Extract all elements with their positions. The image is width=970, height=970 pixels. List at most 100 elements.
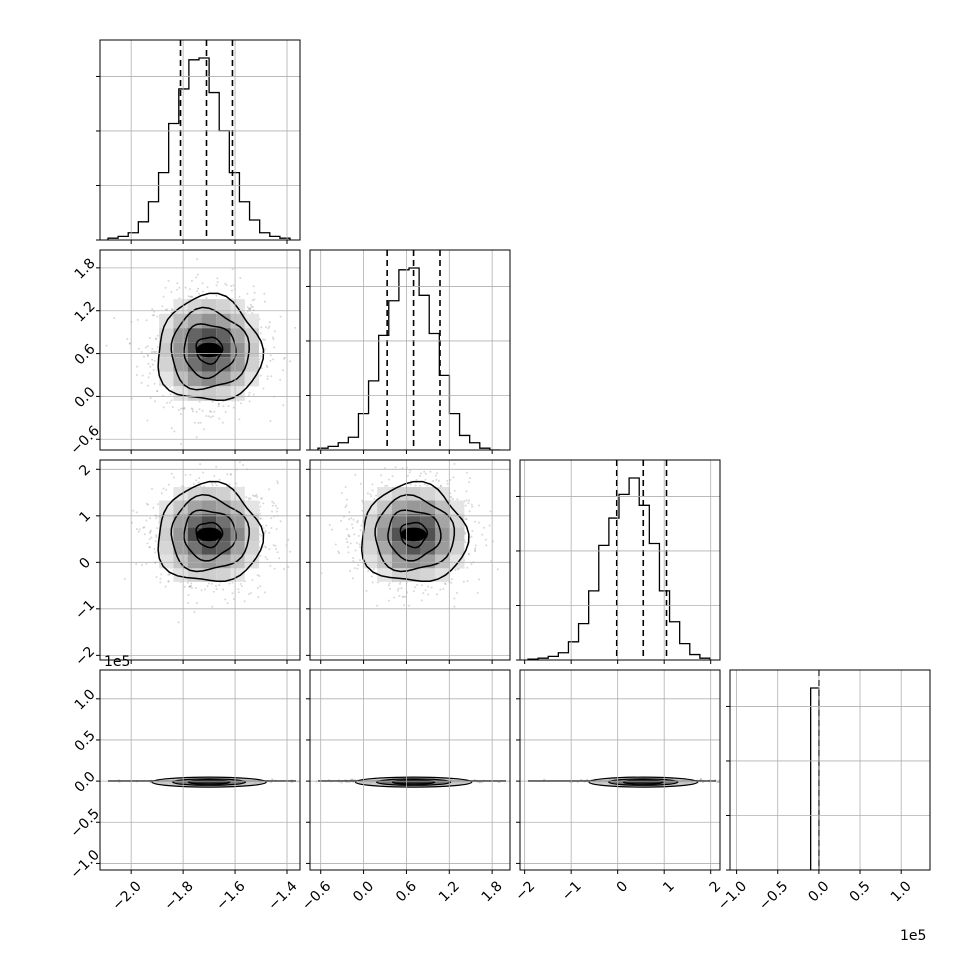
sample-point <box>442 588 445 590</box>
sample-point <box>349 570 351 572</box>
sample-point <box>470 535 473 538</box>
density-cell <box>244 527 260 542</box>
sample-point <box>143 533 146 536</box>
sample-point <box>408 471 411 474</box>
sample-point <box>155 350 158 353</box>
sample-point <box>287 538 290 541</box>
density-cell <box>159 527 174 542</box>
sample-point <box>144 346 147 349</box>
density-cell <box>449 527 465 542</box>
sample-point <box>359 529 362 532</box>
density-cell <box>216 386 231 401</box>
sample-point <box>371 483 374 486</box>
sample-point <box>351 527 354 529</box>
sample-point <box>275 528 278 531</box>
density-cell <box>362 541 378 555</box>
sample-point <box>360 524 363 527</box>
density-cell <box>201 299 217 314</box>
sample-point <box>253 298 256 301</box>
sample-point <box>439 588 442 591</box>
sample-point <box>269 564 272 567</box>
sample-point <box>167 580 170 583</box>
sample-point <box>209 416 212 419</box>
sample-point <box>135 563 138 566</box>
sample-point <box>272 544 275 547</box>
sample-point <box>485 544 488 547</box>
density-3-0 <box>108 776 299 788</box>
sample-point <box>138 528 141 531</box>
sample-point <box>156 315 159 318</box>
sample-point <box>248 391 251 394</box>
scatter-panel-3-1 <box>315 776 506 788</box>
sample-point <box>416 583 418 586</box>
sample-point <box>145 519 148 522</box>
sample-point <box>466 580 469 582</box>
density-2-1 <box>320 462 499 608</box>
density-cell <box>187 514 202 528</box>
sample-point <box>427 585 430 588</box>
density-cell <box>173 386 188 401</box>
sample-point <box>258 575 261 577</box>
sample-point <box>276 480 279 483</box>
sample-point <box>289 550 292 553</box>
sample-point <box>279 520 282 523</box>
sample-point <box>424 478 427 481</box>
sample-point <box>256 574 259 576</box>
sample-point <box>242 464 245 466</box>
sample-point <box>464 504 467 507</box>
sample-point <box>148 532 151 534</box>
sample-point <box>282 369 285 372</box>
density-cell <box>377 500 392 515</box>
sample-point <box>222 588 225 591</box>
sample-point <box>453 597 456 600</box>
histogram-panel-1 <box>317 250 500 450</box>
sample-point <box>238 461 241 464</box>
density-cell <box>201 554 217 569</box>
sample-point <box>189 585 192 588</box>
sample-point <box>276 551 279 554</box>
sample-point <box>387 478 390 481</box>
sample-point <box>164 585 167 588</box>
sample-point <box>468 510 471 513</box>
sample-point <box>282 404 285 407</box>
sample-point <box>356 521 359 524</box>
sample-point <box>160 573 163 576</box>
sample-point <box>170 399 173 402</box>
sample-point <box>294 326 297 329</box>
density-cell <box>420 500 436 515</box>
density-1-0 <box>105 258 297 446</box>
sample-point <box>147 384 150 387</box>
sample-point <box>400 587 403 590</box>
sample-point <box>376 604 379 607</box>
sample-point <box>193 421 196 424</box>
sample-point <box>230 284 233 287</box>
histogram-panel-0 <box>107 40 291 240</box>
sample-point <box>429 470 432 473</box>
sample-point <box>199 421 202 424</box>
sample-point <box>254 494 257 497</box>
sample-point <box>229 473 232 475</box>
density-cell <box>216 568 231 582</box>
sample-point <box>471 529 474 532</box>
density-cell <box>173 500 188 515</box>
density-cell <box>173 554 188 569</box>
sample-point <box>170 308 173 310</box>
sample-point <box>172 476 175 479</box>
sample-point <box>188 585 191 588</box>
sample-point <box>340 492 343 495</box>
sample-point <box>453 605 456 608</box>
sample-point <box>156 527 159 530</box>
sample-point <box>184 286 187 289</box>
sample-point <box>391 475 394 478</box>
sample-point <box>226 473 229 476</box>
sample-point <box>202 471 205 474</box>
density-core <box>196 527 222 542</box>
sample-point <box>202 485 205 488</box>
contour-level-2 <box>170 306 250 391</box>
density-cell <box>244 357 260 372</box>
sample-point <box>169 386 172 388</box>
sample-point <box>140 351 143 353</box>
scatter-panel-3-0 <box>108 776 299 788</box>
sample-point <box>154 540 157 543</box>
sample-point <box>260 367 263 370</box>
